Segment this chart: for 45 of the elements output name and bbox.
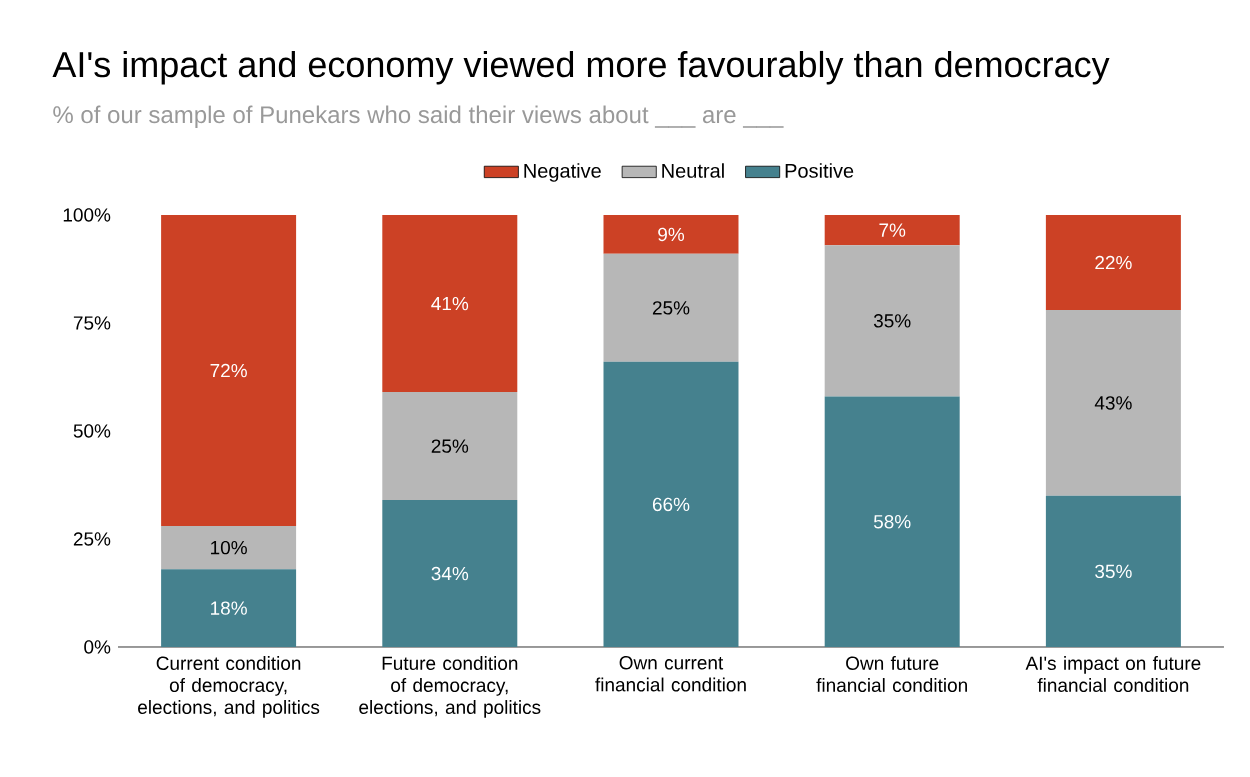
bar [382, 392, 518, 501]
data-label: 43% [1094, 396, 1132, 410]
data-label: 7% [879, 223, 906, 237]
bar [603, 361, 739, 647]
bar [382, 214, 518, 393]
bar [161, 214, 297, 527]
data-label: 25% [652, 301, 690, 315]
bar [382, 500, 518, 647]
data-label: 18% [211, 601, 247, 615]
y-tick-label: 0% [84, 640, 111, 654]
y-tick-label: 50% [73, 424, 111, 438]
data-label: 22% [1095, 255, 1132, 270]
bar [603, 253, 739, 362]
data-label: 66% [652, 497, 690, 512]
bar [161, 526, 297, 570]
legend-label: Neutral [662, 163, 724, 178]
data-label: 25% [431, 439, 469, 453]
bar [1045, 310, 1181, 496]
y-tick-label: 25% [73, 532, 111, 546]
legend-label: Negative [524, 163, 601, 182]
data-label: 10% [211, 540, 247, 555]
bar [824, 214, 960, 246]
data-label: 58% [873, 514, 911, 529]
y-tick-label: 75% [73, 316, 111, 330]
bar [824, 396, 960, 647]
data-label: 72% [210, 363, 247, 378]
data-label: 34% [431, 566, 469, 581]
data-label: 35% [1095, 564, 1132, 579]
bar [161, 569, 297, 647]
bar [1045, 214, 1181, 311]
data-label: 9% [658, 227, 685, 242]
x-tick-label: Own future financial condition [816, 656, 967, 692]
y-tick-label: 100% [63, 208, 111, 222]
bar [824, 245, 960, 397]
bar [603, 214, 739, 254]
x-tick-label: Future condition of democracy, elections, and politics [359, 656, 541, 718]
data-label: 41% [431, 296, 469, 311]
chart-title: AI's impact and economy viewed more favourably than democracy [52, 50, 1110, 85]
bar [1045, 495, 1181, 647]
x-tick-label: Own current financial condition [595, 656, 746, 692]
chart-subtitle: % of our sample of Punekars who said their views about ___ are ___ [53, 105, 784, 128]
x-tick-label: AI's impact on future financial condition [1025, 656, 1201, 693]
x-tick-label: Current condition of democracy, elections, and politics [138, 656, 320, 718]
legend-label: Positive [785, 163, 854, 178]
data-label: 35% [873, 314, 911, 328]
